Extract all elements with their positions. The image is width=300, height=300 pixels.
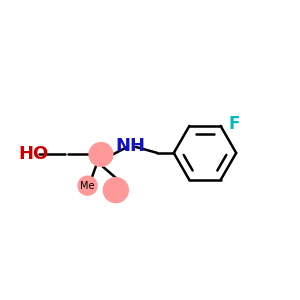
Text: F: F <box>228 115 239 133</box>
Text: NH: NH <box>116 136 146 154</box>
Text: HO: HO <box>18 146 49 164</box>
Circle shape <box>89 142 113 166</box>
Circle shape <box>78 176 97 195</box>
Text: Me: Me <box>80 181 95 191</box>
Circle shape <box>103 178 128 203</box>
